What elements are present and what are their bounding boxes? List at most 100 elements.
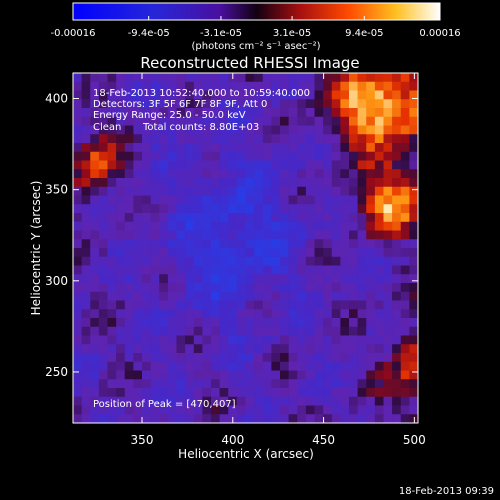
heatmap-cell bbox=[245, 335, 255, 345]
heatmap-cell bbox=[340, 204, 350, 214]
heatmap-cell bbox=[81, 160, 91, 170]
heatmap-cell bbox=[314, 335, 324, 345]
heatmap-cell bbox=[340, 248, 350, 258]
heatmap-cell bbox=[366, 90, 376, 100]
heatmap-cell bbox=[202, 353, 212, 363]
heatmap-cell bbox=[150, 309, 160, 319]
heatmap-cell bbox=[400, 344, 410, 354]
heatmap-cell bbox=[167, 204, 177, 214]
heatmap-cell bbox=[142, 274, 151, 284]
heatmap-cell bbox=[107, 195, 117, 205]
heatmap-cell bbox=[211, 108, 220, 118]
heatmap-cell bbox=[133, 125, 143, 135]
heatmap-cell bbox=[271, 256, 281, 266]
heatmap-cell bbox=[400, 221, 410, 231]
heatmap-cell bbox=[409, 370, 418, 380]
heatmap-cell bbox=[383, 396, 393, 406]
heatmap-cell bbox=[202, 204, 212, 214]
heatmap-cell bbox=[288, 361, 298, 371]
heatmap-cell bbox=[340, 125, 350, 135]
heatmap-cell bbox=[211, 195, 220, 205]
heatmap-cell bbox=[331, 116, 341, 126]
heatmap-cell bbox=[159, 318, 169, 328]
heatmap-cell bbox=[90, 318, 100, 328]
heatmap-cell bbox=[314, 213, 324, 223]
heatmap-cell bbox=[124, 379, 134, 389]
heatmap-cell bbox=[219, 178, 229, 188]
heatmap-cell bbox=[116, 335, 126, 345]
heatmap-cell bbox=[409, 73, 418, 83]
heatmap-cell bbox=[193, 178, 203, 188]
heatmap-cell bbox=[305, 186, 315, 196]
heatmap-cell bbox=[323, 169, 333, 179]
heatmap-cell bbox=[219, 90, 229, 100]
heatmap-cell bbox=[219, 151, 229, 161]
heatmap-cell bbox=[211, 125, 220, 135]
heatmap-cell bbox=[98, 125, 108, 135]
heatmap-cell bbox=[202, 265, 212, 275]
heatmap-cell bbox=[73, 81, 82, 91]
heatmap-cell bbox=[357, 256, 367, 266]
heatmap-cell bbox=[340, 379, 350, 389]
heatmap-cell bbox=[357, 344, 367, 354]
heatmap-cell bbox=[349, 379, 358, 389]
heatmap-cell bbox=[236, 344, 246, 354]
heatmap-cell bbox=[297, 326, 307, 336]
heatmap-cell bbox=[349, 213, 358, 223]
heatmap-cell bbox=[159, 300, 169, 310]
heatmap-cell bbox=[349, 230, 358, 240]
heatmap-cell bbox=[236, 221, 246, 231]
heatmap-cell bbox=[280, 125, 289, 135]
heatmap-cell bbox=[374, 291, 384, 301]
heatmap-cell bbox=[271, 134, 281, 144]
heatmap-cell bbox=[116, 90, 126, 100]
heatmap-cell bbox=[219, 221, 229, 231]
heatmap-cell bbox=[142, 160, 151, 170]
heatmap-cell bbox=[409, 151, 418, 161]
heatmap-cell bbox=[409, 300, 418, 310]
heatmap-cell bbox=[340, 318, 350, 328]
heatmap-cell bbox=[374, 73, 384, 83]
heatmap-cell bbox=[81, 178, 91, 188]
heatmap-cell bbox=[116, 361, 126, 371]
heatmap-cell bbox=[280, 396, 289, 406]
heatmap-cell bbox=[366, 248, 376, 258]
heatmap-cell bbox=[340, 230, 350, 240]
heatmap-cell bbox=[211, 160, 220, 170]
heatmap-cell bbox=[90, 291, 100, 301]
heatmap-cell bbox=[159, 143, 169, 153]
heatmap-cell bbox=[236, 143, 246, 153]
heatmap-cell bbox=[383, 344, 393, 354]
heatmap-cell bbox=[392, 265, 402, 275]
heatmap-cell bbox=[409, 99, 418, 109]
heatmap-cell bbox=[133, 81, 143, 91]
heatmap-cell bbox=[297, 108, 307, 118]
heatmap-cell bbox=[323, 370, 333, 380]
heatmap-cell bbox=[73, 353, 82, 363]
heatmap-cell bbox=[116, 283, 126, 293]
heatmap-cell bbox=[245, 221, 255, 231]
heatmap-cell bbox=[331, 318, 341, 328]
heatmap-cell bbox=[81, 309, 91, 319]
heatmap-cell bbox=[323, 151, 333, 161]
heatmap-cell bbox=[366, 326, 376, 336]
heatmap-cell bbox=[323, 230, 333, 240]
heatmap-cell bbox=[81, 116, 91, 126]
heatmap-cell bbox=[219, 125, 229, 135]
heatmap-cell bbox=[202, 221, 212, 231]
heatmap-cell bbox=[219, 116, 229, 126]
heatmap-cell bbox=[193, 143, 203, 153]
heatmap-cell bbox=[323, 186, 333, 196]
y-tick-label: 250 bbox=[45, 365, 68, 379]
heatmap-cell bbox=[357, 291, 367, 301]
colorbar-tick-label: 3.1e-05 bbox=[273, 28, 311, 39]
heatmap-cell bbox=[392, 370, 402, 380]
heatmap-cell bbox=[236, 213, 246, 223]
heatmap-cell bbox=[124, 309, 134, 319]
heatmap-cell bbox=[98, 143, 108, 153]
heatmap-cell bbox=[159, 178, 169, 188]
heatmap-cell bbox=[280, 291, 289, 301]
heatmap-cell bbox=[331, 396, 341, 406]
heatmap-cell bbox=[323, 396, 333, 406]
heatmap-cell bbox=[271, 335, 281, 345]
